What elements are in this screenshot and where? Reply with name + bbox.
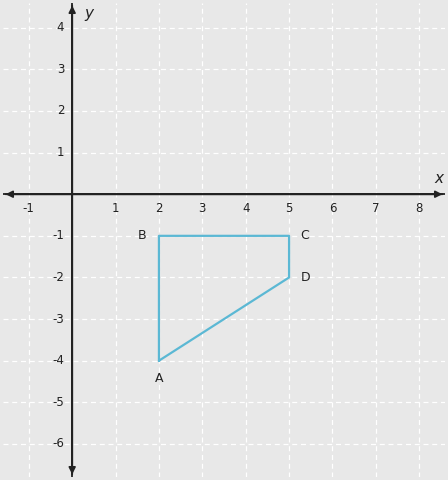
- Text: 8: 8: [415, 202, 423, 215]
- Text: -5: -5: [52, 396, 65, 409]
- Text: -1: -1: [23, 202, 35, 215]
- Text: C: C: [300, 229, 309, 242]
- Text: 3: 3: [57, 63, 65, 76]
- Text: 1: 1: [57, 146, 65, 159]
- Text: -2: -2: [52, 271, 65, 284]
- Text: 7: 7: [372, 202, 379, 215]
- Text: 2: 2: [155, 202, 163, 215]
- Text: 2: 2: [57, 105, 65, 118]
- Text: y: y: [84, 6, 93, 21]
- Text: 6: 6: [329, 202, 336, 215]
- Text: -1: -1: [52, 229, 65, 242]
- Text: 5: 5: [285, 202, 293, 215]
- Text: -4: -4: [52, 354, 65, 367]
- Text: B: B: [138, 229, 147, 242]
- Text: D: D: [301, 271, 311, 284]
- Text: -6: -6: [52, 437, 65, 450]
- Text: 1: 1: [112, 202, 119, 215]
- Text: 4: 4: [242, 202, 250, 215]
- Text: 3: 3: [198, 202, 206, 215]
- Text: A: A: [155, 372, 163, 385]
- Text: -3: -3: [52, 312, 65, 325]
- Text: x: x: [434, 171, 443, 186]
- Text: 4: 4: [57, 21, 65, 34]
